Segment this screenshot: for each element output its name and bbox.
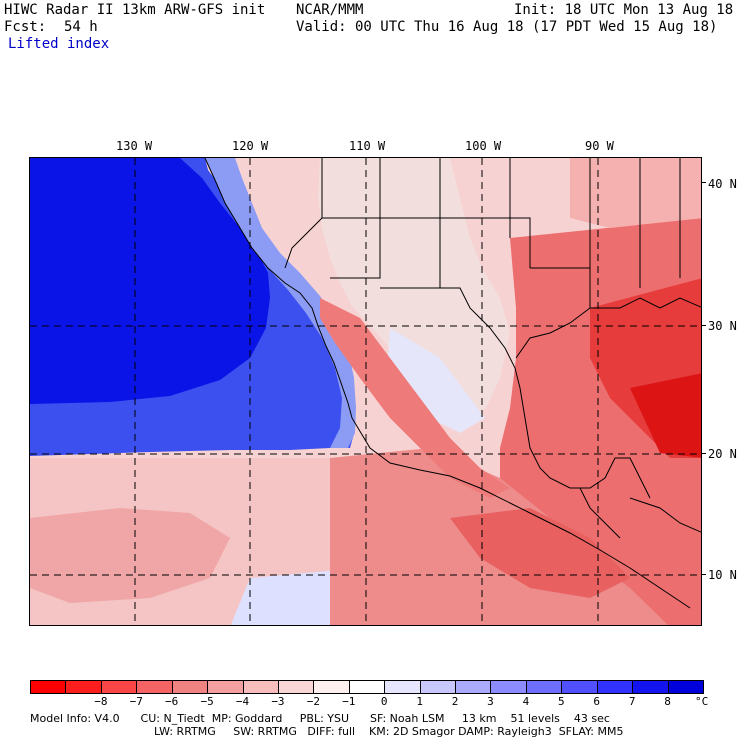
forecast-label: Fcst:: [4, 19, 47, 35]
colorbar-swatch: [30, 680, 67, 694]
lat-tick-10n: [702, 574, 706, 575]
colorbar-swatch: [632, 680, 669, 694]
political-boundaries: [204, 158, 701, 609]
lat-label-40n: 40 N: [708, 177, 737, 191]
lat-tick-40n: [702, 182, 706, 183]
texas-gulf-coast: [515, 267, 591, 359]
colorbar-tick-label: 8: [664, 695, 671, 708]
graticule: [30, 158, 701, 625]
colorbar-swatch: [561, 680, 598, 694]
colorbar-tick-label: 1: [416, 695, 423, 708]
colorbar-swatch: [348, 680, 386, 694]
caribbean-max-instability: [630, 373, 701, 458]
valid-time: Valid: 00 UTC Thu 16 Aug 18 (17 PDT Wed …: [296, 19, 718, 35]
mexico-pacific-coastline: [351, 417, 691, 609]
lon-label-120w: 120 W: [232, 139, 269, 153]
mexican-plateau: [388, 328, 485, 433]
model-info-line-1: Model Info: V4.0 CU: N_Tiedt MP: Goddard…: [30, 712, 610, 725]
colorbar-swatch: [65, 680, 102, 694]
colorbar-swatch: [242, 680, 279, 694]
colorbar-tick-label: 3: [487, 695, 494, 708]
field-name: Lifted index: [8, 36, 110, 52]
colorbar-tick-label: −8: [94, 695, 108, 708]
colorbar-tick-label: −1: [342, 695, 356, 708]
colorbar-swatch: [277, 680, 315, 694]
kansas-oklahoma-border: [509, 158, 531, 268]
colorado-border: [439, 158, 511, 238]
colorbar-swatch: [384, 680, 421, 694]
lat-label-20n: 20 N: [708, 447, 737, 461]
eastern-state-borders: [589, 158, 681, 288]
lifted-index-map: [29, 157, 702, 626]
lat-label-10n: 10 N: [708, 568, 737, 582]
coastal-gradient-band: [205, 158, 356, 448]
tropical-pacific-zone: [30, 508, 230, 603]
colorbar-swatch: [525, 680, 563, 694]
gulf-north-coast: [590, 297, 701, 309]
map-canvas: [30, 158, 701, 625]
pacific-core-region: [30, 158, 270, 404]
forecast-hour: 54 h: [64, 19, 98, 35]
lon-label-90w: 90 W: [585, 139, 614, 153]
colorbar-swatch: [667, 680, 704, 694]
colorbar-swatch: [136, 680, 173, 694]
lon-label-110w: 110 W: [349, 139, 386, 153]
lat-label-30n: 30 N: [708, 319, 737, 333]
colorbar-swatch: [455, 680, 492, 694]
colorbar-tick-label: −3: [271, 695, 285, 708]
colorbar-tick-label: 4: [522, 695, 530, 708]
colorbar-tick-label: 2: [451, 695, 459, 708]
arizona-border: [322, 217, 381, 279]
lat-tick-20n: [702, 453, 706, 454]
us-mexico-border: [440, 287, 521, 389]
model-title: HIWC Radar II 13km ARW-GFS init: [4, 2, 266, 18]
model-info-line-2: LW: RRTMG SW: RRTMG DIFF: full KM: 2D Sm…: [154, 725, 624, 738]
colorbar-unit: °C: [695, 695, 709, 708]
northeast-moderate-region: [570, 158, 701, 228]
center-label: NCAR/MMM: [296, 2, 364, 18]
colorbar-tick-label: 7: [628, 695, 636, 708]
colorbar-tick-label: 5: [558, 695, 565, 708]
colorbar-tick-label: 6: [593, 695, 601, 708]
colorbar-tick-label: −4: [235, 695, 250, 708]
sierra-madre-band: [320, 298, 510, 498]
lat-tick-30n: [702, 325, 706, 326]
colorbar-tick-label: −7: [129, 695, 143, 708]
colorbar-tick-label: −2: [306, 695, 320, 708]
colorbar-tick-label: −5: [200, 695, 214, 708]
honduras-border: [629, 497, 701, 533]
colorbar-swatch: [171, 680, 209, 694]
colorbar-tick-label: 0: [380, 695, 388, 708]
guatemala-border: [579, 487, 621, 539]
colorbar-swatch: [596, 680, 634, 694]
colorbar-tick-label: −6: [165, 695, 179, 708]
lon-label-100w: 100 W: [465, 139, 502, 153]
new-mexico-border: [380, 217, 441, 289]
colorbar-swatch: [419, 680, 457, 694]
california-border: [284, 158, 323, 269]
colorbar-swatch: [100, 680, 138, 694]
colorbar-swatch: [207, 680, 244, 694]
init-time: Init: 18 UTC Mon 13 Aug 18: [514, 2, 734, 18]
pacific-coastline: [204, 158, 353, 419]
colorbar-swatch: [313, 680, 350, 694]
lon-label-130w: 130 W: [116, 139, 153, 153]
colorbar-swatch: [490, 680, 527, 694]
